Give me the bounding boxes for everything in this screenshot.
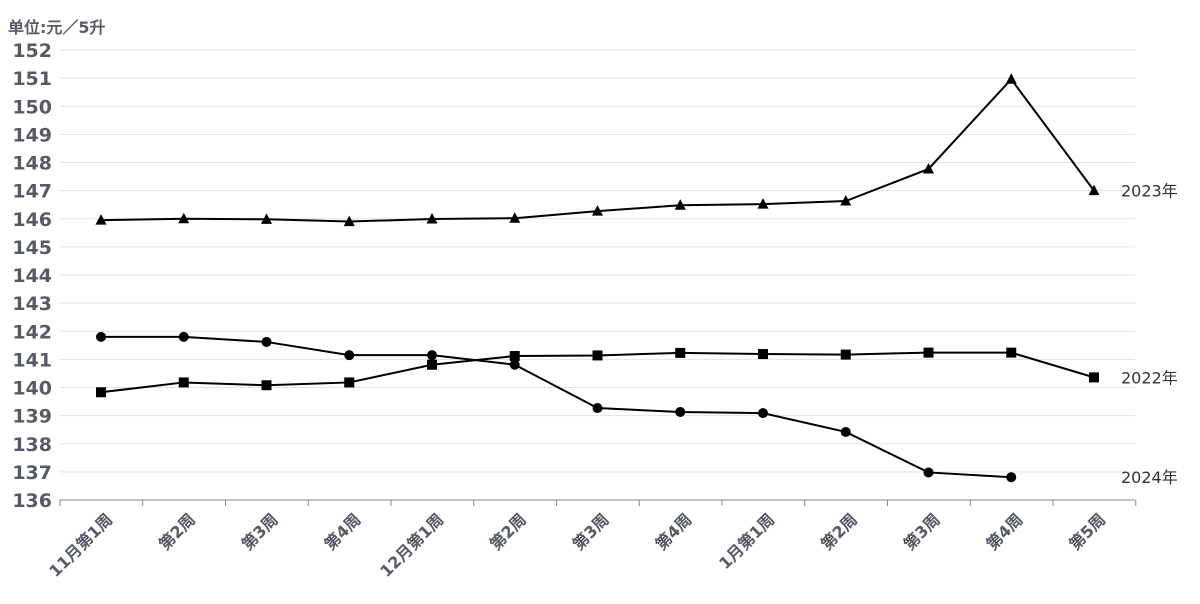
- data-point-square: [1006, 347, 1017, 358]
- x-tick-label: 1月第1周: [715, 510, 778, 573]
- data-point-circle: [923, 467, 934, 478]
- x-tick-label: 第4周: [983, 510, 1027, 554]
- series-square: 2022年: [96, 347, 1178, 398]
- x-tick-label: 第2周: [486, 510, 530, 554]
- data-point-triangle: [674, 199, 686, 210]
- data-point-square: [840, 349, 851, 360]
- y-tick-labels: 136 137 138 139 140 141 142 143 144 145 146 147 148 1…: [12, 40, 52, 512]
- series-label: 2024年: [1121, 468, 1178, 487]
- data-point-triangle: [343, 215, 355, 227]
- data-point-triangle: [923, 162, 934, 174]
- series-triangle: 2023年: [95, 73, 1178, 227]
- x-tick-label: 第3周: [900, 510, 944, 554]
- y-tick-label: 146: [12, 209, 52, 231]
- x-tick-label: 第4周: [652, 510, 696, 554]
- y-tick-label: 148: [12, 153, 52, 175]
- data-point-circle: [178, 331, 189, 342]
- data-point-square: [344, 377, 355, 388]
- x-tick-label: 第5周: [1065, 510, 1109, 554]
- series-group: 2023年 2022年 2024年: [95, 73, 1178, 487]
- data-point-circle: [344, 350, 355, 361]
- data-point-triangle: [757, 198, 769, 209]
- data-point-triangle: [592, 205, 603, 216]
- data-point-square: [675, 347, 686, 358]
- data-point-square: [96, 387, 106, 398]
- data-point-square: [923, 347, 934, 358]
- data-point-circle: [427, 350, 437, 361]
- x-axis: [59, 499, 1137, 506]
- y-tick-label: 147: [12, 181, 52, 203]
- data-point-triangle: [426, 213, 438, 224]
- data-point-triangle: [1005, 73, 1017, 84]
- data-point-circle: [261, 336, 272, 347]
- y-tick-label: 145: [12, 237, 52, 259]
- y-tick-label: 150: [12, 96, 52, 118]
- x-tick-labels: 11月第1周 第2周 第3周 第4周 12月第1周 第2周 第3周 第4周 1月第1周 第2周 第3…: [45, 510, 1109, 581]
- data-point-circle: [758, 408, 768, 419]
- y-tick-label: 141: [12, 349, 52, 371]
- x-tick-label: 11月第1周: [45, 510, 116, 581]
- x-tick-label: 第2周: [817, 510, 861, 554]
- y-tick-label: 137: [12, 462, 52, 484]
- data-point-circle: [509, 359, 520, 370]
- series-line: [100, 77, 1095, 223]
- data-point-circle: [1006, 472, 1017, 483]
- x-tick-label: 第3周: [238, 510, 282, 554]
- data-point-circle: [96, 331, 106, 342]
- y-tick-label: 138: [12, 434, 52, 456]
- data-point-circle: [592, 403, 603, 414]
- y-tick-label: 144: [12, 265, 52, 287]
- series-line: [101, 335, 1012, 479]
- data-point-square: [427, 359, 437, 370]
- y-tick-label: 140: [12, 378, 52, 400]
- data-point-square: [1089, 372, 1099, 383]
- data-point-square: [261, 380, 272, 391]
- data-point-triangle: [178, 212, 190, 224]
- x-tick-label: 第3周: [569, 510, 613, 554]
- y-tick-label: 143: [12, 293, 52, 315]
- data-point-square: [509, 351, 520, 361]
- x-tick-label: 第2周: [155, 510, 199, 554]
- y-tick-label: 139: [12, 406, 52, 428]
- data-point-square: [758, 349, 768, 360]
- y-tick-label: 136: [12, 490, 52, 512]
- y-tick-label: 151: [12, 68, 52, 90]
- data-point-triangle: [95, 214, 107, 225]
- series-label: 2022年: [1121, 368, 1178, 387]
- data-point-triangle: [1088, 184, 1100, 196]
- data-point-triangle: [509, 212, 521, 223]
- series-label: 2023年: [1121, 182, 1178, 201]
- y-tick-label: 142: [12, 321, 52, 343]
- data-point-square: [178, 377, 189, 388]
- unit-label: 单位:元／5升: [8, 18, 106, 37]
- x-tick-label: 第4周: [321, 510, 365, 554]
- data-point-triangle: [261, 213, 272, 224]
- data-point-circle: [840, 426, 851, 437]
- data-point-circle: [675, 406, 686, 417]
- data-point-triangle: [840, 195, 852, 206]
- y-tick-label: 149: [12, 124, 52, 146]
- series-circle: 2024年: [96, 331, 1178, 487]
- y-tick-label: 152: [12, 40, 52, 62]
- data-point-square: [592, 350, 603, 361]
- x-tick-label: 12月第1周: [376, 510, 447, 581]
